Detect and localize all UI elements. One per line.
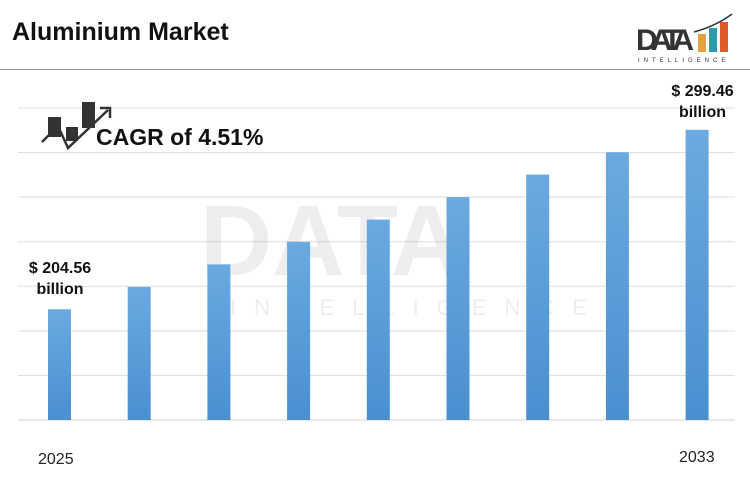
data-intelligence-logo: DATA INTELLIGENCE: [636, 13, 733, 64]
bar-2030: [446, 197, 470, 420]
bar-2029: [366, 219, 390, 420]
bar-2028: [287, 241, 311, 420]
bar-2026: [127, 286, 151, 420]
x-tick-first: 2025: [38, 451, 74, 468]
svg-text:DATA: DATA: [636, 24, 694, 57]
last-value: $ 299.46: [671, 83, 734, 100]
first-value: $ 204.56: [28, 260, 92, 277]
cagr-icon: [41, 102, 112, 151]
cagr-label: CAGR of 4.51%: [96, 124, 264, 150]
first-bar-label: $ 204.56 billion: [10, 258, 110, 300]
bar-2027: [207, 264, 231, 420]
first-unit: billion: [36, 281, 84, 298]
bar-2032: [605, 152, 629, 421]
bar-2033: [685, 129, 709, 420]
svg-text:INTELLIGENCE: INTELLIGENCE: [638, 58, 729, 64]
svg-text:DATA: DATA: [200, 185, 463, 297]
bar-2031: [526, 174, 550, 420]
header-divider: [0, 69, 750, 70]
chart-title: Aluminium Market: [12, 18, 229, 46]
last-bar-label: $ 299.46 billion: [660, 81, 745, 123]
bar-2025: [48, 309, 71, 420]
x-tick-last: 2033: [679, 449, 715, 466]
last-unit: billion: [678, 104, 727, 121]
